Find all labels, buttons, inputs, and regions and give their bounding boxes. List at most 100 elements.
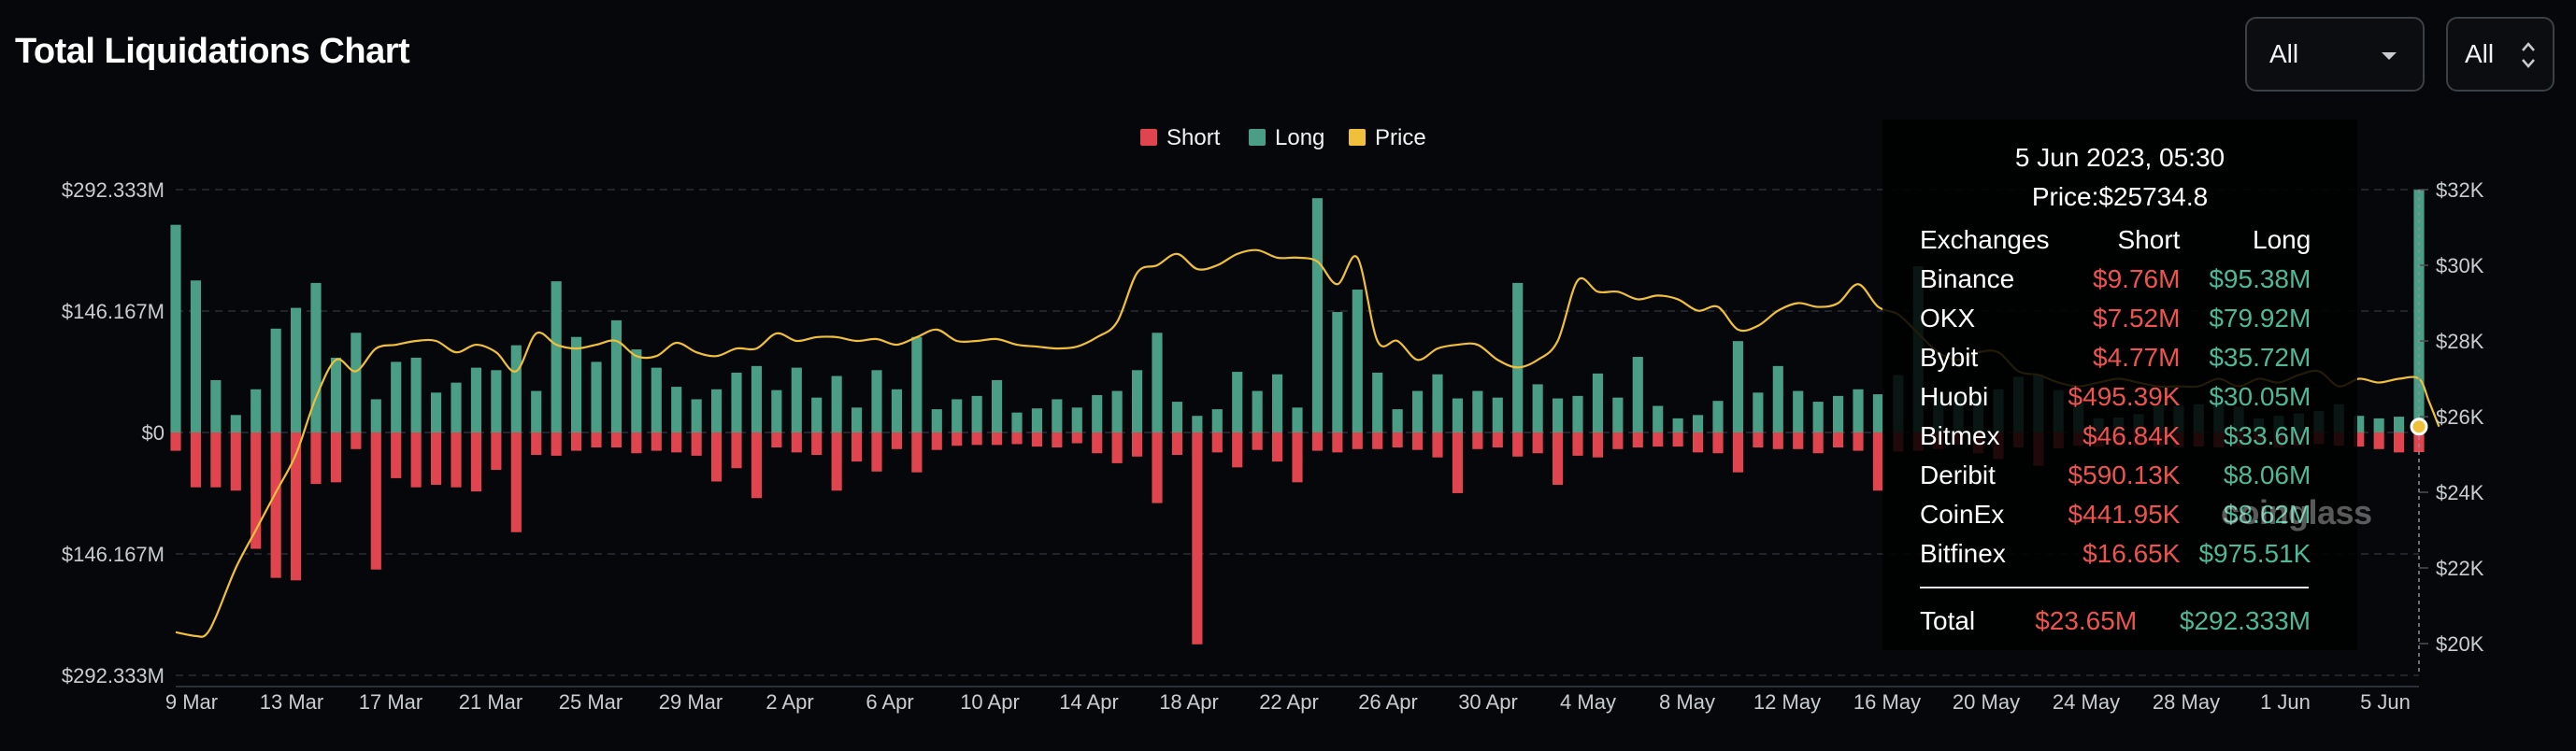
- long-bar: [1833, 395, 1844, 432]
- tooltip-total-table: Total $23.65M $292.333M: [1901, 602, 2339, 641]
- long-bar: [1693, 415, 1704, 432]
- long-bar: [1171, 402, 1182, 432]
- long-bar: [791, 367, 802, 432]
- long-bar: [571, 336, 582, 432]
- tooltip-long-cell: $79.92M: [2209, 304, 2311, 333]
- short-bar: [1412, 432, 1424, 450]
- long-bar: [911, 336, 923, 432]
- long-bar: [731, 372, 742, 432]
- short-bar: [1653, 432, 1664, 447]
- tooltip-row: Bitmex $46.84K $33.6M: [1901, 417, 2339, 456]
- long-bar: [831, 376, 842, 432]
- range-select[interactable]: All: [2446, 17, 2555, 92]
- long-bar: [1332, 312, 1343, 432]
- short-bar: [1311, 432, 1323, 451]
- tooltip-exchange-cell: Huobi: [1920, 382, 1989, 411]
- short-bar: [852, 432, 863, 462]
- long-bar: [1653, 405, 1664, 432]
- x-tick-label: 22 Apr: [1259, 690, 1319, 714]
- long-bar: [631, 349, 642, 432]
- tooltip-long-cell: $975.51K: [2198, 539, 2311, 568]
- short-bar: [1712, 432, 1724, 454]
- long-bar: [451, 382, 462, 432]
- x-tick-label: 8 May: [1659, 690, 1715, 714]
- legend-long-label[interactable]: Long: [1275, 125, 1324, 150]
- long-bar: [1512, 282, 1524, 432]
- y-left-tick-label: $292.333M: [62, 664, 165, 687]
- x-tick-label: 25 Mar: [559, 690, 623, 714]
- long-bar: [591, 361, 602, 432]
- tooltip-short-cell: $441.95K: [2068, 500, 2181, 529]
- long-bar: [711, 389, 723, 432]
- tooltip-long-cell: $30.05M: [2209, 382, 2311, 411]
- tooltip-total-label: Total: [1920, 606, 1976, 635]
- short-bar: [711, 432, 723, 482]
- short-bar: [431, 432, 442, 486]
- long-bar: [1352, 290, 1363, 432]
- y-right-tick-label: $28K: [2436, 330, 2484, 353]
- short-bar: [1192, 432, 1203, 645]
- short-bar: [1292, 432, 1303, 483]
- x-tick-label: 18 Apr: [1159, 690, 1219, 714]
- short-bar: [1532, 432, 1543, 454]
- y-right-tick-label: $24K: [2436, 481, 2484, 504]
- long-bar: [891, 389, 902, 432]
- tooltip-short-cell: $16.65K: [2082, 539, 2181, 568]
- long-bar: [1052, 399, 1063, 432]
- long-bar: [811, 397, 823, 432]
- short-bar: [351, 432, 362, 449]
- long-bar: [310, 282, 322, 432]
- short-bar: [510, 432, 522, 532]
- tooltip-row: Bitfinex $16.65K $975.51K: [1901, 534, 2339, 574]
- long-bar: [1853, 389, 1864, 432]
- legend-short-label[interactable]: Short: [1166, 125, 1221, 150]
- short-bar: [2394, 432, 2405, 453]
- tooltip-exchange-cell: OKX: [1920, 304, 1976, 333]
- long-bar: [771, 390, 782, 432]
- short-bar: [250, 432, 262, 549]
- x-tick-label: 6 Apr: [866, 690, 913, 714]
- short-bar: [791, 432, 802, 453]
- long-bar: [1793, 390, 1804, 432]
- x-tick-label: 21 Mar: [459, 690, 522, 714]
- long-bar: [651, 367, 662, 432]
- chart-tooltip: 5 Jun 2023, 05:30 Price:$25734.8 Exchang…: [1882, 120, 2357, 650]
- long-bar: [531, 390, 542, 432]
- tooltip-long-cell: $35.72M: [2209, 343, 2311, 372]
- short-bar: [871, 432, 882, 472]
- chart-grid: [176, 189, 2419, 687]
- short-bar: [1252, 432, 1263, 450]
- short-bar: [370, 432, 381, 570]
- short-bar: [1092, 432, 1103, 454]
- short-bar: [190, 432, 201, 488]
- long-bar: [1492, 397, 1503, 432]
- tooltip-exchange-cell: CoinEx: [1920, 500, 2005, 529]
- chart-legend[interactable]: Short Long Price: [1140, 125, 1426, 150]
- long-bar: [491, 370, 502, 432]
- page-title: Total Liquidations Chart: [15, 32, 410, 71]
- short-bar: [210, 432, 222, 488]
- short-bar: [1111, 432, 1123, 463]
- tooltip-short-cell: $9.76M: [2093, 264, 2181, 293]
- short-bar: [270, 432, 281, 578]
- up-down-chevron-icon: [2522, 42, 2535, 68]
- y-right-tick-label: $22K: [2436, 557, 2484, 580]
- long-bar: [1011, 412, 1023, 432]
- short-bar: [1332, 432, 1343, 453]
- x-tick-label: 20 May: [1953, 690, 2020, 714]
- short-bar: [1512, 432, 1524, 457]
- x-tick-label: 12 May: [1753, 690, 1821, 714]
- long-bar: [1572, 395, 1583, 432]
- x-tick-label: 14 Apr: [1059, 690, 1119, 714]
- short-bar: [291, 432, 302, 581]
- long-bar: [1252, 390, 1263, 432]
- long-bar: [931, 409, 942, 432]
- short-bar: [952, 432, 963, 446]
- long-bar: [291, 307, 302, 432]
- x-tick-label: 17 Mar: [359, 690, 422, 714]
- long-bar: [1452, 398, 1463, 432]
- exchange-select[interactable]: All: [2245, 17, 2425, 92]
- short-bar: [1853, 432, 1864, 451]
- legend-price-label[interactable]: Price: [1375, 125, 1426, 150]
